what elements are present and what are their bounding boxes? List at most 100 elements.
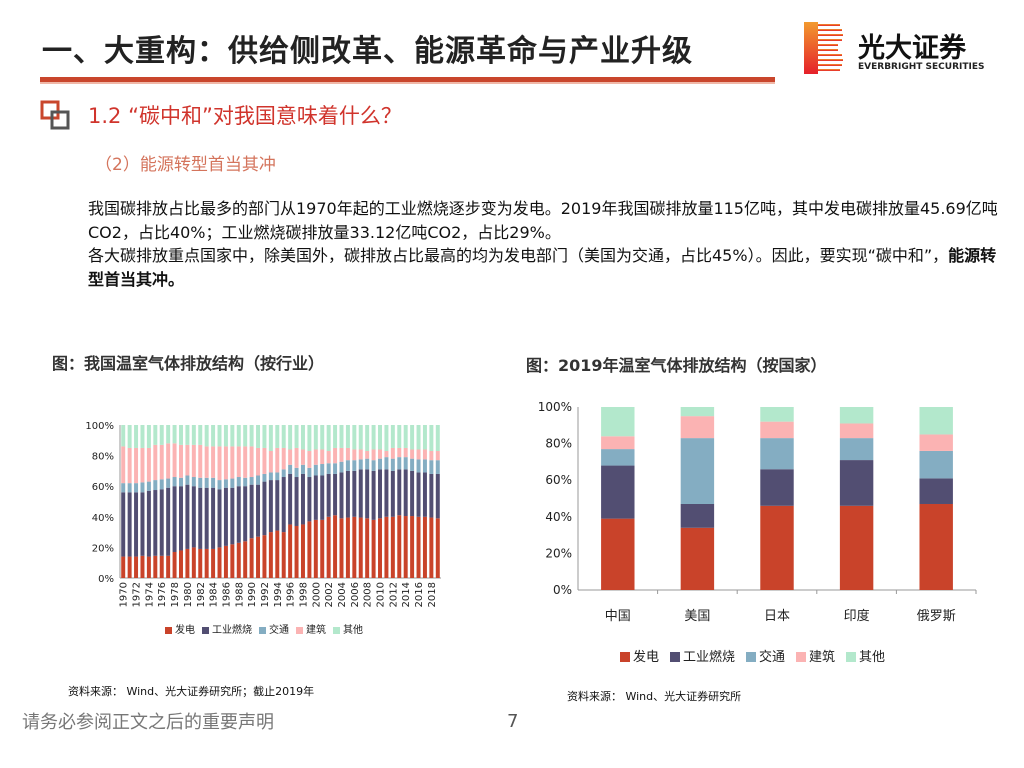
- bar-segment-4: [230, 425, 235, 447]
- bar-segment-3: [191, 444, 196, 478]
- bar-segment-4: [365, 425, 370, 452]
- bar-segment-1: [601, 465, 635, 519]
- x-tick-label: 日本: [764, 609, 790, 624]
- bar-segment-3: [320, 449, 325, 465]
- legend-label: 工业燃烧: [212, 623, 252, 636]
- section-title: 1.2 “碳中和”对我国意味着什么？: [88, 104, 402, 128]
- bar-segment-0: [127, 556, 132, 578]
- bar-segment-0: [172, 551, 177, 578]
- bar-segment-1: [127, 492, 132, 557]
- x-tick-label: 1992: [260, 582, 271, 607]
- bar-segment-0: [416, 516, 421, 578]
- bar-segment-1: [919, 478, 953, 504]
- x-tick-label: 2016: [414, 582, 425, 607]
- bar-segment-4: [172, 425, 177, 444]
- bar-segment-4: [919, 407, 953, 435]
- bar-segment-0: [300, 524, 305, 578]
- bar-segment-1: [121, 492, 126, 557]
- bar-segment-4: [249, 425, 254, 447]
- bar-segment-4: [256, 425, 261, 448]
- bar-segment-2: [121, 483, 126, 493]
- bar-segment-2: [390, 458, 395, 471]
- x-tick-label: 1996: [286, 582, 297, 607]
- bar-segment-2: [919, 450, 953, 479]
- source-note-left: 资料来源： Wind、光大证券研究所；截止2019年: [68, 685, 315, 698]
- legend-label: 其他: [859, 650, 885, 665]
- bar-segment-0: [345, 517, 350, 578]
- bar-segment-0: [371, 519, 376, 578]
- legend-swatch: [259, 627, 266, 634]
- bar-segment-3: [300, 449, 305, 465]
- y-tick-label: 40%: [92, 513, 114, 524]
- legend-swatch: [296, 627, 303, 634]
- bar-segment-2: [275, 472, 280, 481]
- bar-segment-0: [365, 518, 370, 578]
- bar-segment-2: [256, 475, 261, 485]
- bar-segment-4: [320, 425, 325, 450]
- bar-segment-2: [217, 480, 222, 490]
- bar-segment-3: [384, 451, 389, 458]
- bar-segment-3: [390, 447, 395, 459]
- bar-segment-4: [429, 425, 434, 452]
- bar-segment-2: [397, 457, 402, 470]
- bar-segment-4: [288, 425, 293, 450]
- bar-segment-0: [121, 556, 126, 578]
- bar-segment-2: [333, 463, 338, 474]
- bar-segment-4: [680, 407, 715, 417]
- bar-segment-1: [320, 475, 325, 520]
- bar-segment-3: [236, 446, 241, 478]
- bar-segment-1: [178, 486, 183, 551]
- bar-segment-1: [365, 469, 370, 519]
- bar-segment-4: [211, 425, 216, 447]
- bar-segment-4: [185, 425, 190, 445]
- legend-label: 发电: [175, 623, 195, 636]
- bar-segment-1: [416, 472, 421, 517]
- bar-segment-0: [326, 516, 331, 578]
- bar-segment-1: [429, 473, 434, 518]
- x-tick-label: 2006: [350, 582, 361, 607]
- title-divider: [40, 77, 775, 84]
- bar-segment-1: [760, 469, 794, 506]
- emphasis-text: 能源转型首当其冲。: [88, 246, 997, 289]
- bar-segment-1: [352, 470, 357, 517]
- x-tick-label: 1988: [234, 582, 245, 607]
- bar-segment-2: [185, 475, 190, 485]
- bar-segment-4: [275, 425, 280, 448]
- bar-segment-2: [153, 480, 158, 491]
- bar-segment-1: [268, 480, 273, 533]
- bar-segment-0: [198, 548, 203, 578]
- x-tick-label: 2010: [376, 582, 387, 607]
- bar-segment-4: [281, 425, 286, 448]
- bar-segment-1: [313, 475, 318, 520]
- bar-segment-2: [358, 459, 363, 470]
- y-tick-label: 40%: [545, 510, 572, 524]
- bar-segment-2: [410, 458, 415, 471]
- bar-segment-3: [243, 446, 248, 478]
- bar-segment-4: [146, 425, 151, 448]
- bar-segment-2: [281, 469, 286, 478]
- bar-segment-4: [358, 425, 363, 450]
- bar-segment-1: [371, 470, 376, 520]
- bar-segment-2: [204, 477, 209, 488]
- bar-segment-3: [416, 449, 421, 460]
- bar-segment-0: [288, 524, 293, 578]
- bar-segment-4: [352, 425, 357, 450]
- bar-segment-3: [146, 447, 151, 482]
- bar-segment-0: [410, 516, 415, 578]
- bar-segment-1: [307, 477, 312, 522]
- bar-segment-3: [178, 444, 183, 478]
- bar-segment-2: [365, 458, 370, 470]
- x-tick-label: 1982: [196, 582, 207, 607]
- x-tick-label: 2012: [388, 582, 399, 607]
- bar-segment-0: [601, 518, 635, 590]
- bar-segment-4: [204, 425, 209, 447]
- bar-segment-3: [262, 447, 267, 474]
- x-tick-label: 2018: [427, 582, 438, 607]
- bar-segment-4: [313, 425, 318, 450]
- legend-swatch: [620, 652, 630, 662]
- x-tick-label: 1994: [273, 582, 284, 607]
- bar-segment-3: [268, 451, 273, 473]
- bar-segment-3: [307, 451, 312, 468]
- bar-segment-0: [262, 535, 267, 578]
- bar-segment-1: [390, 470, 395, 517]
